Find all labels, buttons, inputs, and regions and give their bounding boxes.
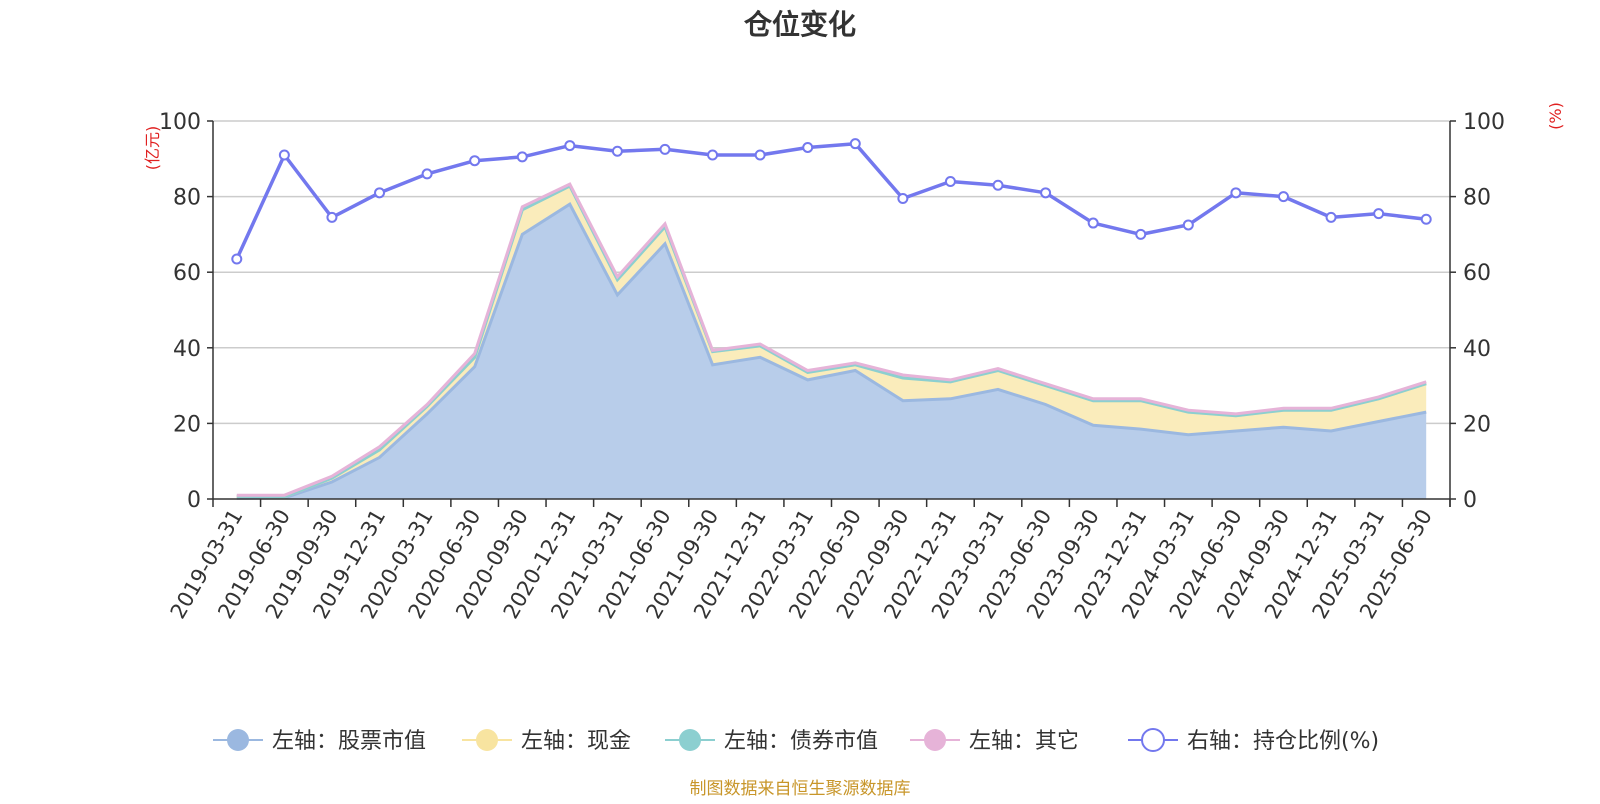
y-left-tick-label: 100	[159, 110, 201, 135]
ratio-point	[421, 168, 433, 180]
ratio-line	[231, 138, 1432, 265]
ratio-point	[611, 145, 623, 157]
chart-title: 仓位变化	[744, 8, 856, 41]
area-左轴：股票市值	[236, 204, 1427, 499]
y-left-tick-label: 0	[187, 488, 201, 513]
ratio-point	[1230, 187, 1242, 199]
ratio-point	[1040, 187, 1052, 199]
area-edge-左轴：股票市值	[236, 202, 1427, 500]
legend-marker-icon	[476, 729, 498, 751]
y-right-tick-label: 40	[1463, 337, 1491, 362]
y-right-tick-label: 60	[1463, 261, 1491, 286]
ratio-point	[516, 151, 528, 163]
legend-item: 左轴：股票市值	[213, 729, 426, 754]
ratio-polyline	[235, 141, 1427, 260]
legend-label: 左轴：现金	[521, 729, 631, 754]
ratio-point	[707, 149, 719, 161]
legend-item: 左轴：债券市值	[665, 729, 878, 754]
ratio-point	[564, 140, 576, 152]
y-right-tick-label: 80	[1463, 186, 1491, 211]
ratio-point	[278, 149, 290, 161]
ratio-point	[1420, 213, 1432, 225]
ratio-point	[469, 155, 481, 167]
y-left-tick-label: 20	[173, 412, 201, 437]
legend-item: 右轴：持仓比例(%)	[1128, 728, 1379, 754]
y-right-tick-label: 20	[1463, 412, 1491, 437]
ratio-point	[754, 149, 766, 161]
left-axis-unit: (亿元)	[143, 126, 162, 171]
ratio-point	[1087, 217, 1099, 229]
ratio-point	[944, 175, 956, 187]
legend-label: 左轴：股票市值	[272, 729, 426, 754]
ratio-point	[374, 187, 386, 199]
legend-item: 左轴：现金	[462, 729, 631, 754]
ratio-point	[1182, 219, 1194, 231]
legend-marker-icon	[227, 729, 249, 751]
legend-item: 左轴：其它	[910, 729, 1079, 754]
stacked-areas	[236, 182, 1427, 500]
ratio-point	[1277, 191, 1289, 203]
area-edge-左轴：债券市值	[236, 183, 1427, 499]
y-right-tick-label: 0	[1463, 488, 1477, 513]
right-axis-unit: (%)	[1546, 102, 1565, 130]
legend: 左轴：股票市值 左轴：现金 左轴：债券市值 左轴：其它 右轴：持仓比例(%)	[213, 728, 1379, 754]
data-source-footer: 制图数据来自恒生聚源数据库	[690, 779, 911, 799]
y-right-tick-label: 100	[1463, 110, 1505, 135]
ratio-point	[326, 211, 338, 223]
ratio-point	[1135, 228, 1147, 240]
ratio-point	[659, 143, 671, 155]
ratio-point	[897, 192, 909, 204]
ratio-point	[231, 253, 243, 265]
ratio-point	[1325, 211, 1337, 223]
legend-marker-icon	[679, 729, 701, 751]
ratio-point	[1373, 208, 1385, 220]
area-edge-左轴：其它	[236, 182, 1427, 497]
legend-marker-icon	[924, 729, 946, 751]
y-left-tick-label: 60	[173, 261, 201, 286]
area-左轴：现金	[236, 186, 1427, 499]
ratio-point	[849, 138, 861, 150]
y-left-tick-label: 40	[173, 337, 201, 362]
y-left-tick-label: 80	[173, 186, 201, 211]
legend-label: 左轴：其它	[969, 729, 1079, 754]
legend-marker-icon	[1141, 728, 1165, 752]
ratio-point	[992, 179, 1004, 191]
ratio-point	[802, 141, 814, 153]
legend-label: 左轴：债券市值	[724, 729, 878, 754]
legend-label: 右轴：持仓比例(%)	[1187, 729, 1379, 754]
